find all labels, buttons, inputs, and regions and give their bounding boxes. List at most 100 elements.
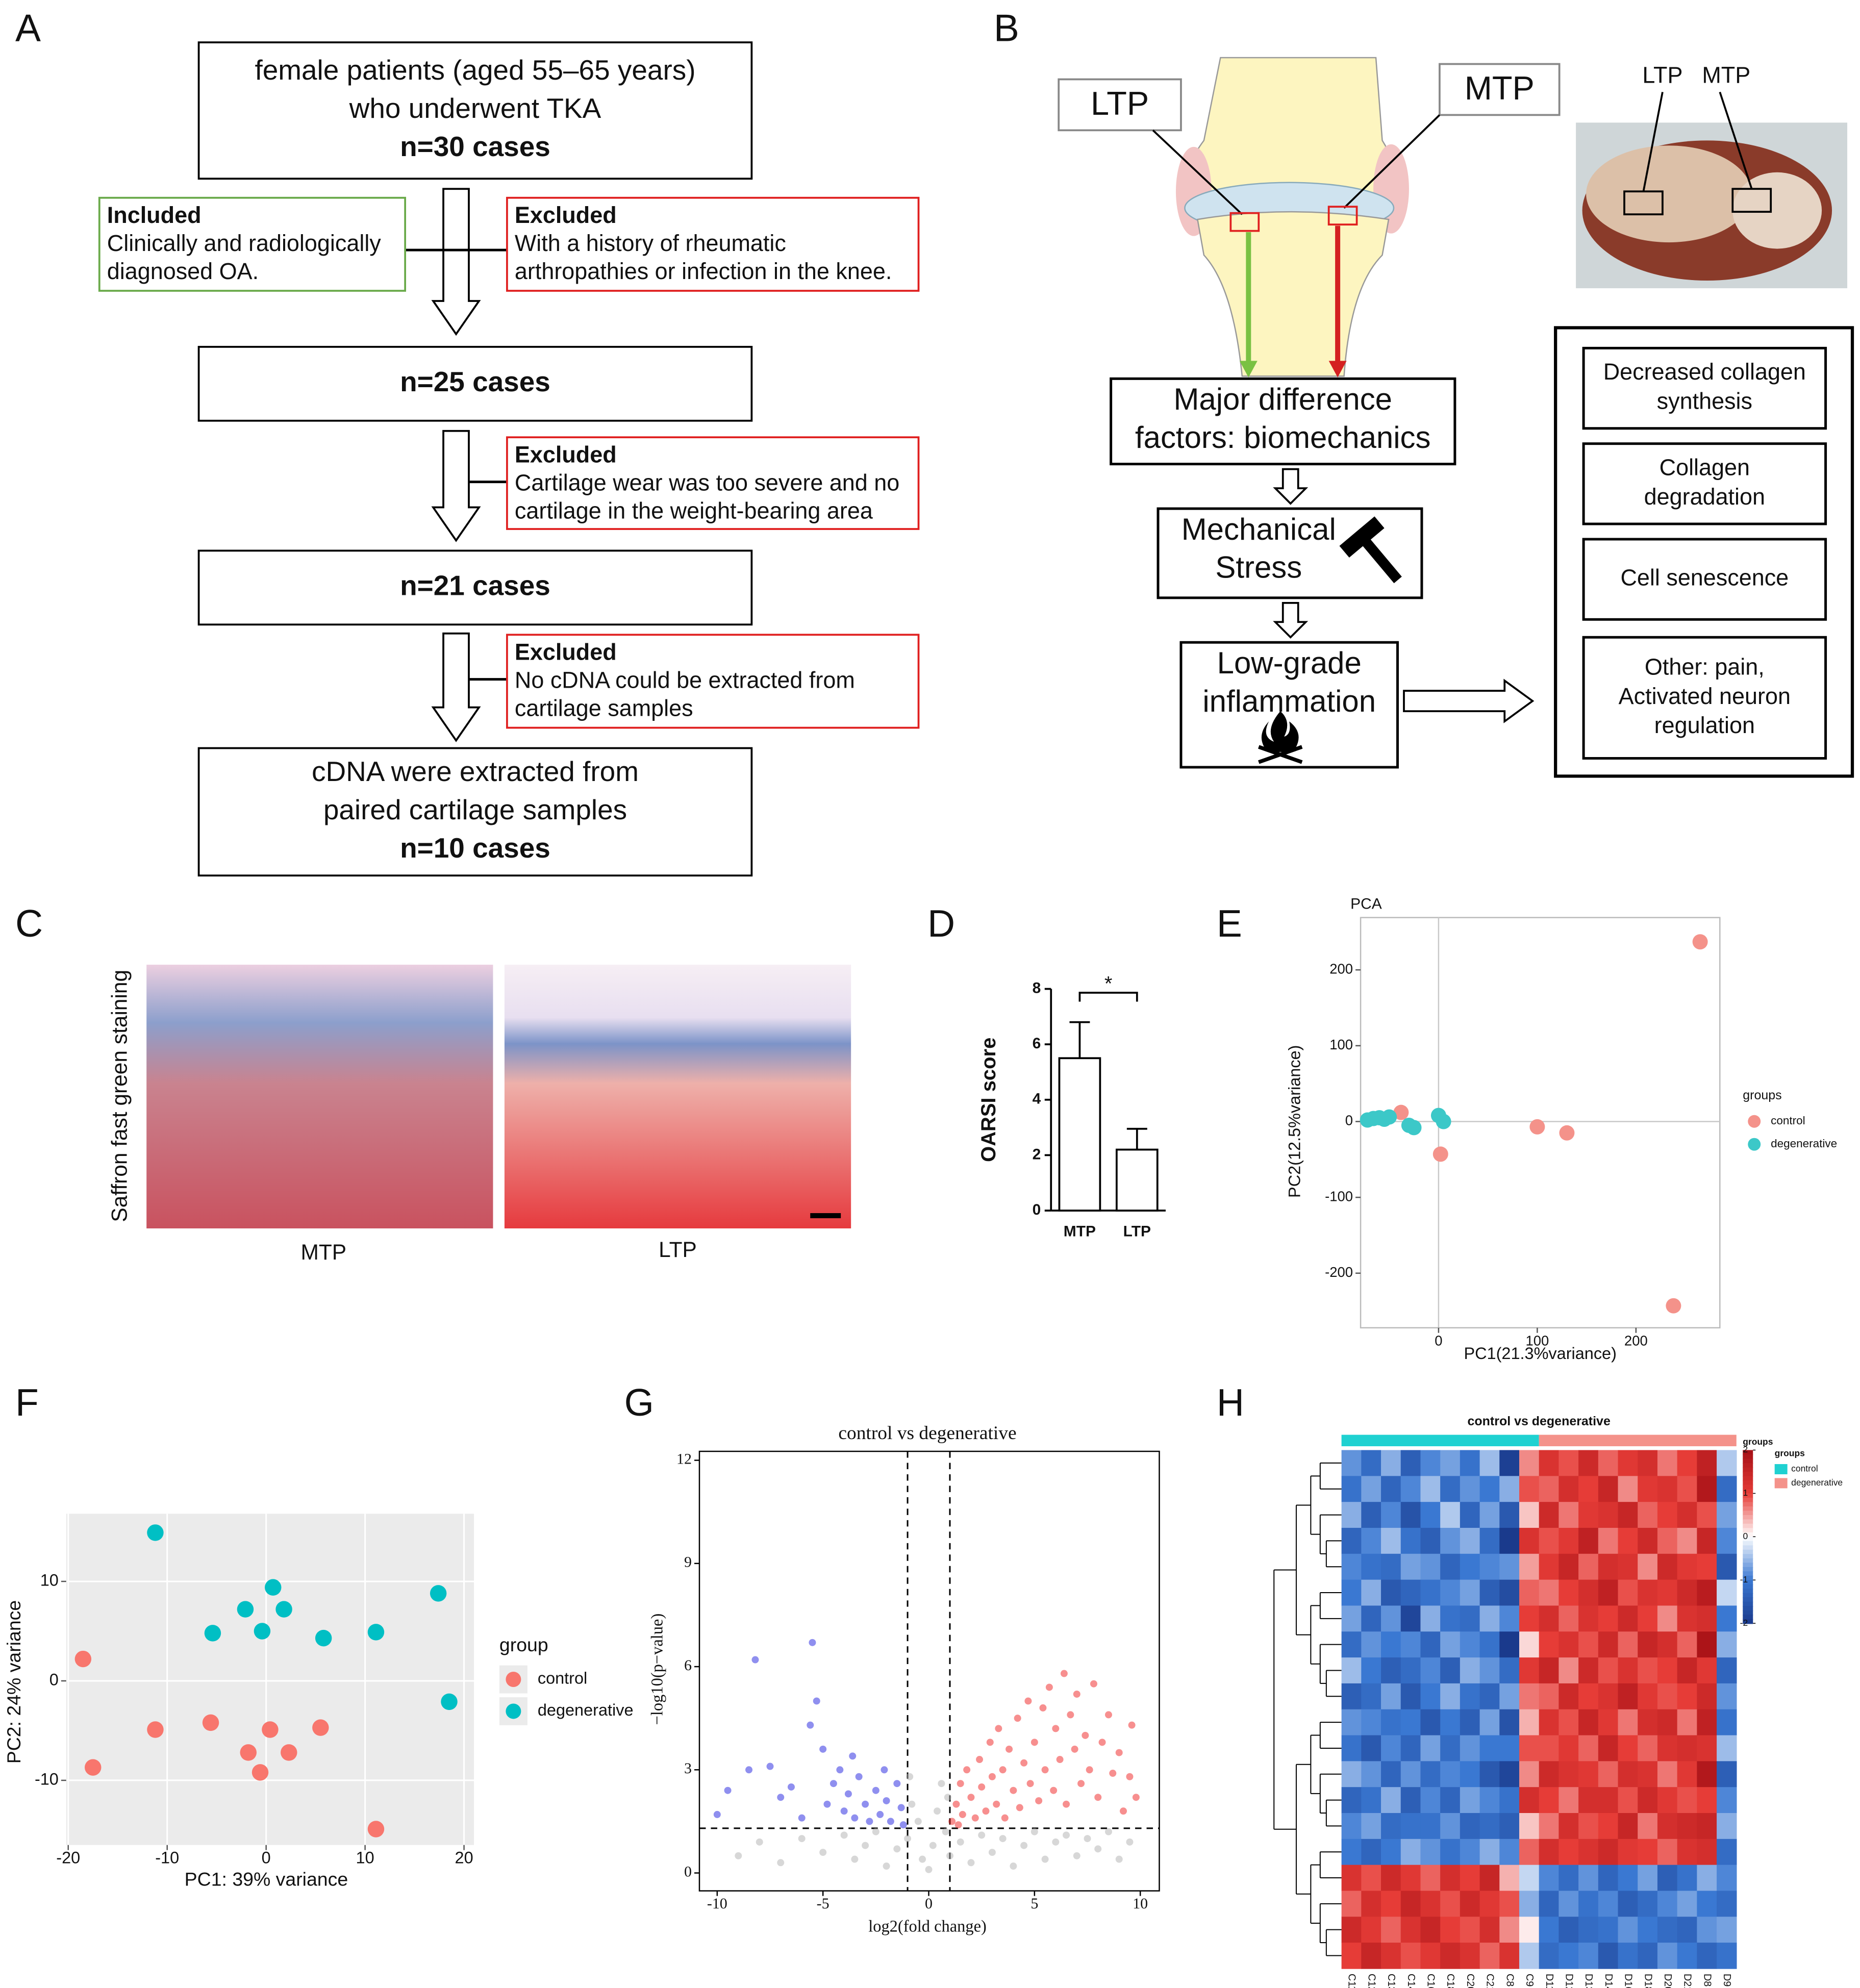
y-tick-label: 8 [1033, 979, 1041, 996]
heatmap-cell [1341, 1735, 1362, 1762]
heatmap-cell [1440, 1943, 1461, 1969]
heatmap-cell [1539, 1813, 1560, 1840]
colorbar-segment [1743, 1589, 1753, 1594]
column-label: D14 [1603, 1974, 1614, 1988]
heatmap-cell [1578, 1813, 1599, 1840]
heatmap-cell [1499, 1605, 1520, 1632]
heatmap-cell [1381, 1553, 1401, 1580]
point [1094, 1845, 1102, 1853]
heatmap-cell [1479, 1761, 1500, 1788]
heatmap-cell [1638, 1476, 1658, 1502]
colorbar-segment [1743, 1497, 1753, 1503]
criteria-heading: Excluded [515, 639, 617, 665]
heatmap-cell [1717, 1476, 1737, 1502]
column-label: D11 [1544, 1974, 1555, 1988]
heatmap-cell [1657, 1709, 1678, 1736]
point [275, 1601, 292, 1618]
heatmap-cell [1519, 1579, 1540, 1606]
heatmap-cell [1677, 1813, 1698, 1840]
panel-label: B [994, 6, 1019, 49]
column-label: D20 [1662, 1974, 1673, 1988]
heatmap-cell [1381, 1917, 1401, 1943]
heatmap-cell [1618, 1709, 1638, 1736]
hammer-handle [1361, 537, 1402, 584]
heatmap-cell [1499, 1631, 1520, 1658]
colorbar-segment [1743, 1450, 1753, 1455]
criteria-text: No cDNA could be extracted from [515, 667, 855, 693]
heatmap-cell [1677, 1657, 1698, 1684]
plot-area [66, 1514, 474, 1845]
heatmap-cell [1420, 1943, 1441, 1969]
heatmap-cell [1578, 1735, 1599, 1762]
outcome-text: degradation [1644, 484, 1765, 510]
heatmap-cell [1539, 1891, 1560, 1918]
point [976, 1756, 984, 1764]
heatmap-cell [1697, 1657, 1717, 1684]
point [430, 1585, 447, 1602]
heatmap-cell [1479, 1709, 1500, 1736]
heatmap-cell [1657, 1865, 1678, 1892]
heatmap-cell [1697, 1709, 1717, 1736]
heatmap-cell [1381, 1709, 1401, 1736]
heatmap-cell [1578, 1761, 1599, 1788]
point [751, 1656, 759, 1664]
heatmap-cell [1559, 1527, 1579, 1554]
heatmap-cell [1677, 1761, 1698, 1788]
y-axis-label: PC2(12.5%variance) [1285, 1045, 1303, 1198]
heatmap-cell [1479, 1579, 1500, 1606]
point [840, 1807, 848, 1815]
point [906, 1773, 914, 1780]
tibia [1196, 211, 1390, 377]
heatmap-cell [1499, 1943, 1520, 1969]
heatmap-cell [1381, 1657, 1401, 1684]
criteria-heading: Included [107, 202, 202, 228]
heatmap-cell [1361, 1631, 1381, 1658]
legend-key [1748, 1115, 1761, 1128]
y-tick-label: 0 [49, 1671, 59, 1689]
x-tick-label: 0 [1435, 1333, 1442, 1349]
point [1094, 1794, 1102, 1801]
heatmap-cell [1618, 1839, 1638, 1866]
point [934, 1807, 941, 1815]
heatmap-cell [1638, 1813, 1658, 1840]
chart-title: control vs degenerative [838, 1423, 1016, 1444]
heatmap-cell [1420, 1476, 1441, 1502]
heatmap-cell [1598, 1553, 1619, 1580]
heatmap-cell [1559, 1631, 1579, 1658]
heatmap-cell [1479, 1943, 1500, 1969]
arrow [431, 632, 481, 742]
legend-label: degenerative [1771, 1137, 1837, 1150]
heatmap-cell [1420, 1657, 1441, 1684]
heatmap-cell [1697, 1787, 1717, 1814]
point [1014, 1715, 1021, 1722]
heatmap-cell [1598, 1813, 1619, 1840]
heatmap-cell [1341, 1839, 1362, 1866]
heatmap-cell [1519, 1761, 1540, 1788]
error-bar [1126, 1127, 1147, 1150]
colorbar-segment [1743, 1480, 1753, 1486]
heatmap-cell [1361, 1657, 1381, 1684]
heatmap-cell [1400, 1943, 1421, 1969]
point [1104, 1711, 1112, 1719]
heatmap-cell [1420, 1631, 1441, 1658]
heatmap-cell [1341, 1657, 1362, 1684]
heatmap-cell [1460, 1683, 1480, 1710]
heatmap-cell [1400, 1839, 1421, 1866]
heatmap-cell [1539, 1683, 1560, 1710]
heatmap-cell [1460, 1917, 1480, 1943]
site-box [1327, 206, 1358, 226]
heatmap-cell [1440, 1579, 1461, 1606]
heatmap-cell [1381, 1579, 1401, 1606]
heatmap-cell [1717, 1709, 1737, 1736]
heatmap-cell [1499, 1891, 1520, 1918]
point [849, 1752, 857, 1760]
heatmap-cell [1618, 1891, 1638, 1918]
point [840, 1831, 848, 1839]
colorbar-tick-label: 0 [1743, 1531, 1748, 1541]
heatmap-cell [1717, 1865, 1737, 1892]
heatmap-cell [1657, 1657, 1678, 1684]
heatmap-cell [1559, 1553, 1579, 1580]
heatmap-cell [1341, 1917, 1362, 1943]
heatmap-cell [1559, 1943, 1579, 1969]
heatmap-cell [1697, 1813, 1717, 1840]
